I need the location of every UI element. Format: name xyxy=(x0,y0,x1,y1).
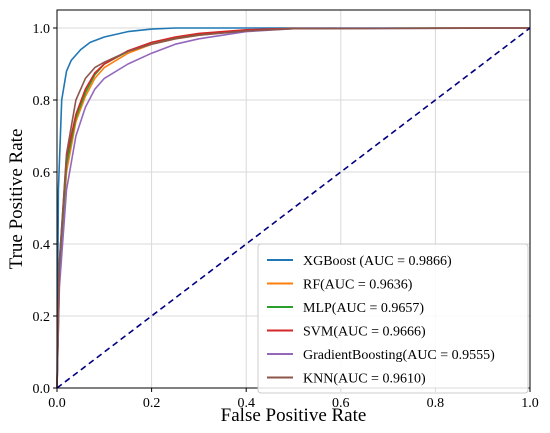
series-layer xyxy=(56,27,531,389)
y-tick-label: 0.4 xyxy=(33,238,51,253)
x-tick-label: 0.0 xyxy=(48,396,66,411)
roc-curve-5 xyxy=(56,27,531,389)
chance-diagonal-line xyxy=(56,27,531,389)
x-tick-label: 0.4 xyxy=(237,396,255,411)
y-tick-label: 1.0 xyxy=(33,22,51,37)
x-axis-label: False Positive Rate xyxy=(221,405,367,426)
roc-curve-4 xyxy=(56,27,531,389)
ticks: 0.0 0.2 0.4 0.6 0.8 1.0 0.0 0.2 0.4 0.6 0.8 1.0 xyxy=(33,22,539,411)
x-tick-label: 0.6 xyxy=(332,396,350,411)
legend-label: RF(AUC = 0.9636) xyxy=(303,278,413,293)
legend-label: GradientBoosting(AUC = 0.9555) xyxy=(303,348,495,363)
y-tick-label: 0.0 xyxy=(33,382,51,397)
legend: XGBoost (AUC = 0.9866) RF(AUC = 0.9636) ML… xyxy=(257,243,529,394)
legend-label: KNN(AUC = 0.9610) xyxy=(303,372,426,387)
legend-label: SVM(AUC = 0.9666) xyxy=(303,325,426,340)
y-tick-label: 0.2 xyxy=(33,310,51,325)
x-tick-label: 0.2 xyxy=(143,396,161,411)
y-tick-label: 0.8 xyxy=(33,94,51,109)
legend-label: XGBoost (AUC = 0.9866) xyxy=(303,254,452,269)
x-tick-label: 1.0 xyxy=(521,396,539,411)
legend-box xyxy=(257,243,529,394)
y-tick-label: 0.6 xyxy=(33,166,51,181)
legend-label: MLP(AUC = 0.9657) xyxy=(303,301,424,316)
x-tick-label: 0.8 xyxy=(427,396,445,411)
roc-curve-0 xyxy=(56,27,530,389)
y-axis-label: True Positive Rate xyxy=(6,129,27,270)
